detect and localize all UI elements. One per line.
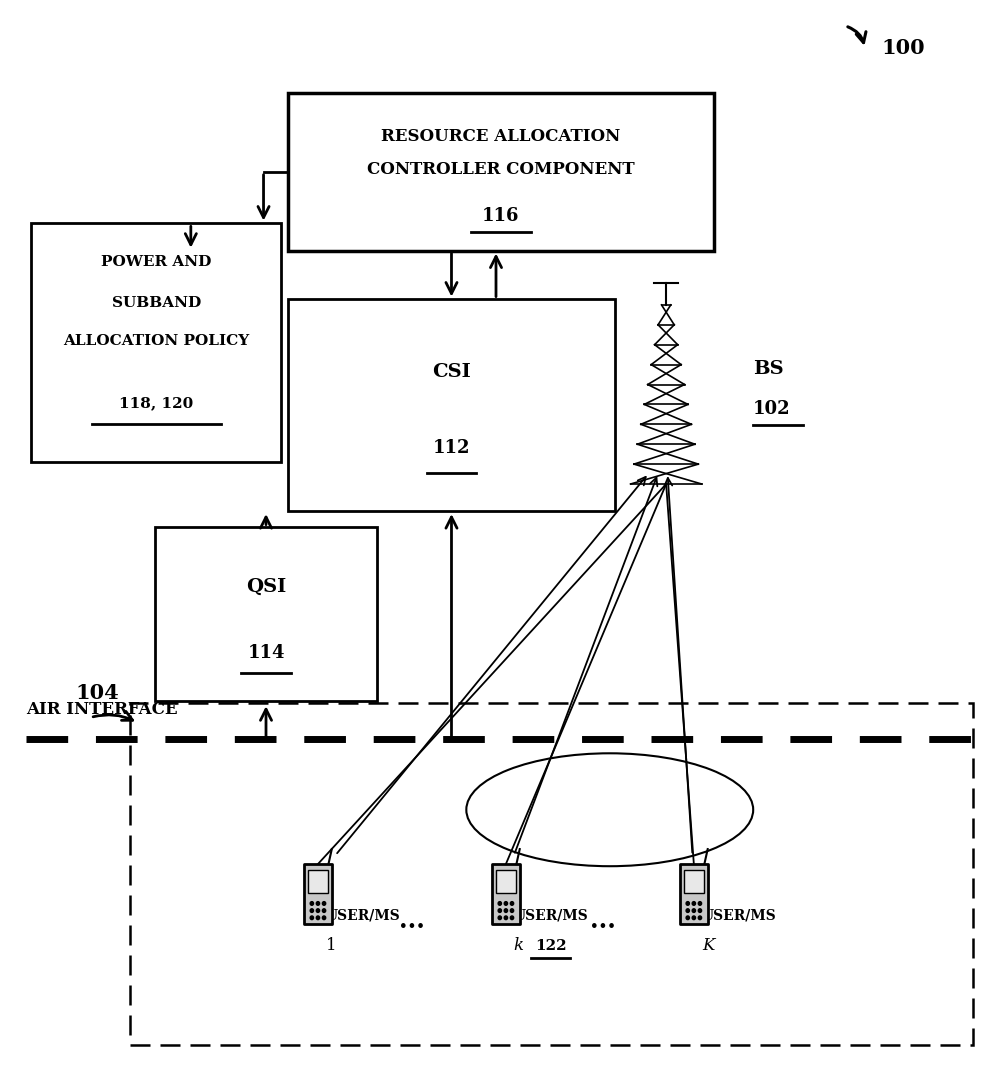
- Bar: [289, 94, 713, 251]
- Text: 1: 1: [325, 937, 336, 954]
- Bar: [130, 704, 973, 1046]
- Text: AIR INTERFACE: AIR INTERFACE: [26, 701, 178, 718]
- Circle shape: [698, 902, 701, 905]
- Text: 116: 116: [482, 208, 520, 225]
- Text: USER/MS: USER/MS: [325, 908, 401, 923]
- Text: ...: ...: [399, 908, 425, 932]
- Bar: [31, 224, 282, 462]
- Text: USER/MS: USER/MS: [701, 908, 777, 923]
- Text: 114: 114: [247, 644, 285, 662]
- Text: k: k: [514, 937, 524, 954]
- Text: USER/MS: USER/MS: [514, 908, 588, 923]
- Text: CONTROLLER COMPONENT: CONTROLLER COMPONENT: [367, 161, 635, 177]
- Circle shape: [692, 916, 695, 919]
- Text: QSI: QSI: [246, 578, 286, 596]
- Circle shape: [504, 908, 508, 913]
- Circle shape: [698, 908, 701, 913]
- Circle shape: [686, 908, 689, 913]
- Circle shape: [310, 908, 313, 913]
- Circle shape: [504, 916, 508, 919]
- Circle shape: [322, 902, 325, 905]
- Text: SUBBAND: SUBBAND: [111, 296, 200, 310]
- Circle shape: [692, 908, 695, 913]
- Text: 100: 100: [882, 38, 926, 59]
- Text: CSI: CSI: [433, 362, 471, 381]
- Text: 118, 120: 118, 120: [119, 396, 193, 410]
- Circle shape: [316, 902, 319, 905]
- Circle shape: [686, 916, 689, 919]
- Text: K: K: [701, 937, 714, 954]
- Text: 112: 112: [433, 438, 470, 457]
- Circle shape: [316, 908, 319, 913]
- Circle shape: [504, 902, 508, 905]
- Text: 104: 104: [75, 682, 119, 703]
- Bar: [492, 864, 520, 924]
- Circle shape: [498, 902, 502, 905]
- Bar: [155, 528, 377, 702]
- Text: 122: 122: [536, 939, 567, 952]
- Circle shape: [510, 916, 514, 919]
- Circle shape: [322, 916, 325, 919]
- Text: BS: BS: [753, 360, 784, 379]
- Text: ...: ...: [590, 908, 616, 932]
- Circle shape: [316, 916, 319, 919]
- Circle shape: [498, 916, 502, 919]
- Bar: [496, 870, 516, 893]
- Text: 102: 102: [753, 399, 791, 418]
- Circle shape: [310, 916, 313, 919]
- Text: RESOURCE ALLOCATION: RESOURCE ALLOCATION: [381, 127, 621, 145]
- Circle shape: [322, 908, 325, 913]
- Ellipse shape: [466, 754, 753, 866]
- Circle shape: [310, 902, 313, 905]
- Bar: [289, 300, 615, 511]
- Circle shape: [698, 916, 701, 919]
- Text: ALLOCATION POLICY: ALLOCATION POLICY: [63, 334, 249, 348]
- Bar: [680, 864, 707, 924]
- Bar: [683, 870, 703, 893]
- Bar: [308, 870, 328, 893]
- Circle shape: [692, 902, 695, 905]
- Circle shape: [498, 908, 502, 913]
- Circle shape: [686, 902, 689, 905]
- Circle shape: [510, 908, 514, 913]
- Text: POWER AND: POWER AND: [101, 255, 211, 269]
- Bar: [305, 864, 331, 924]
- Circle shape: [510, 902, 514, 905]
